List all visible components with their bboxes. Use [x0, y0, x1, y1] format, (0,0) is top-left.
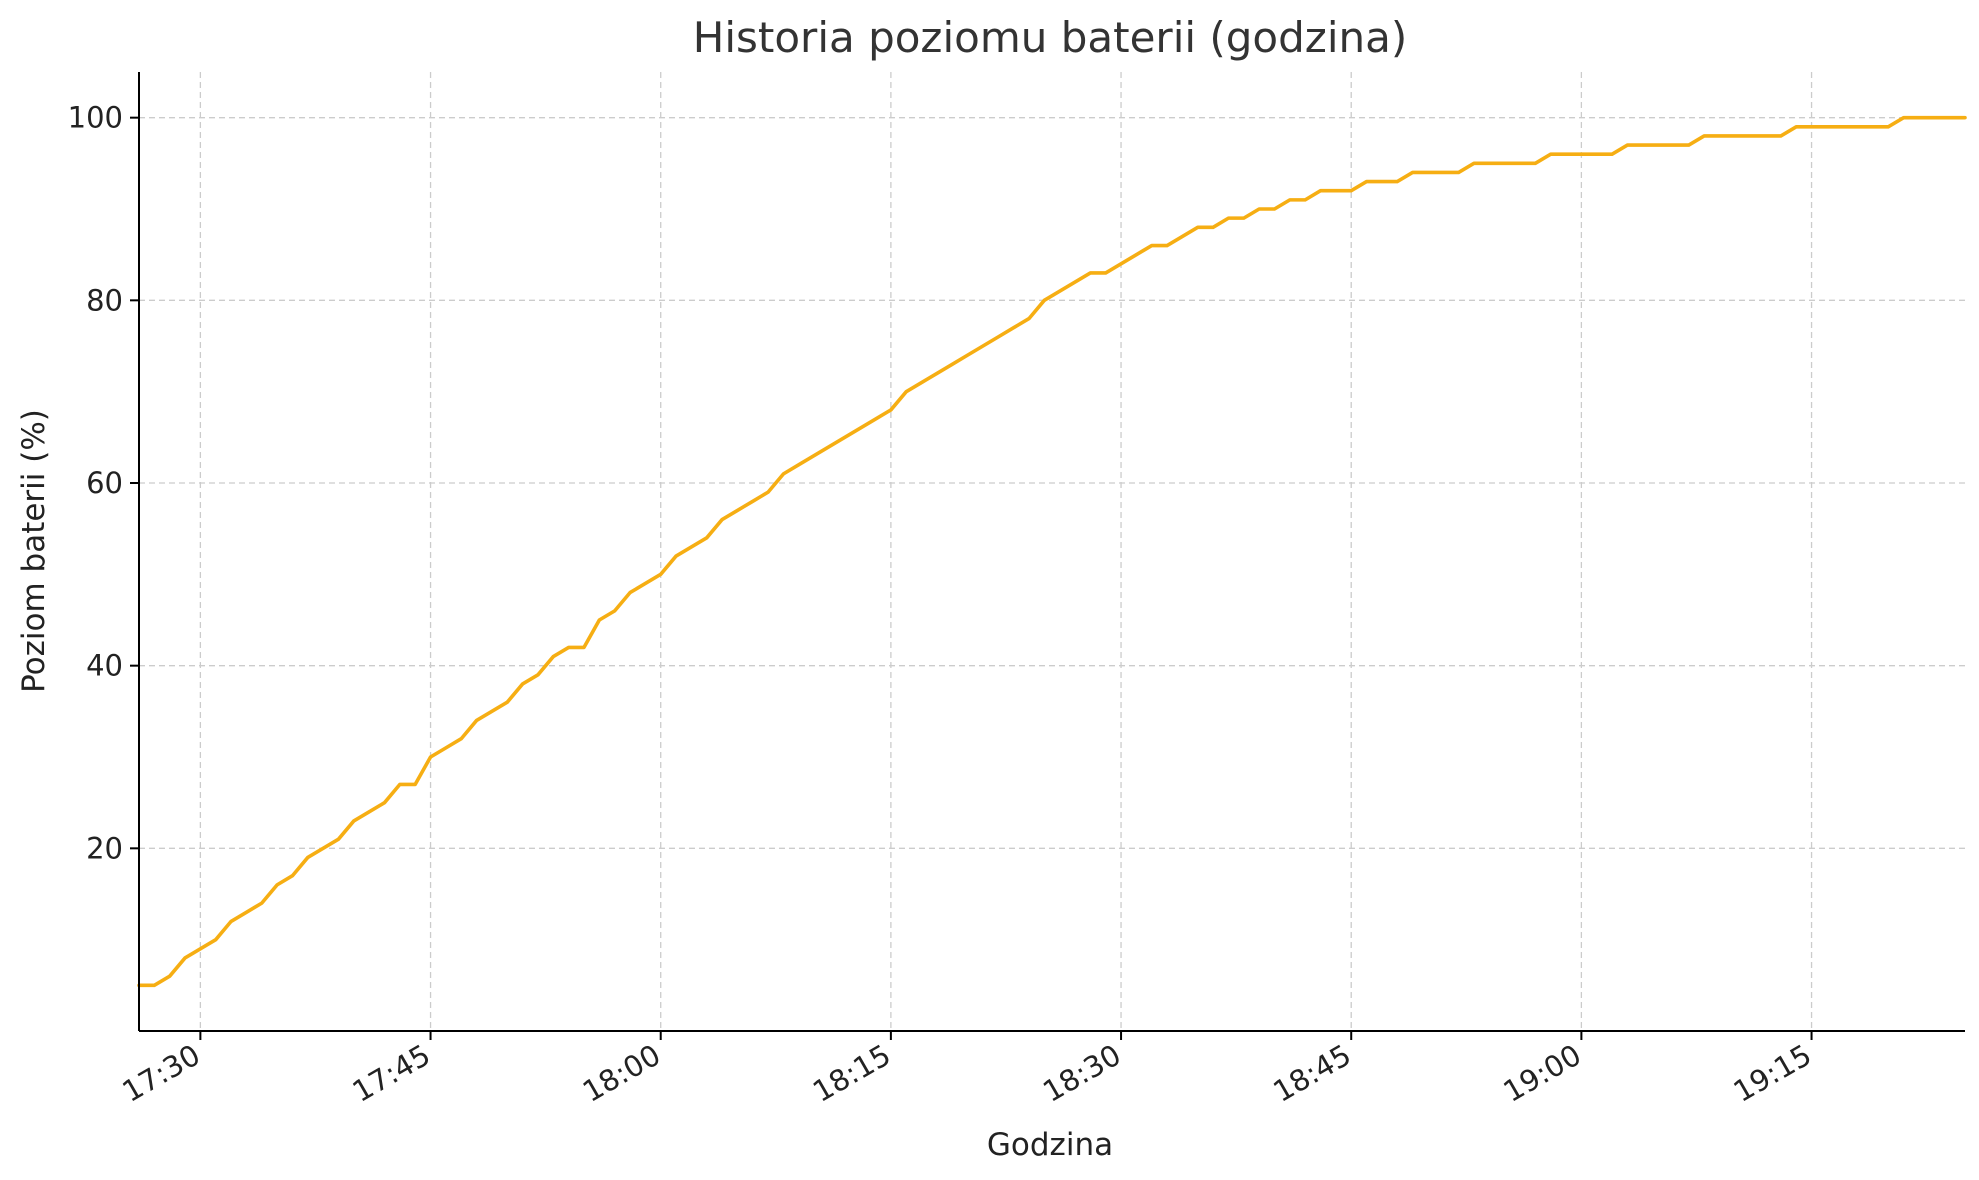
x-tick-label: 17:30	[116, 1038, 205, 1109]
x-axis-label: Godzina	[987, 1127, 1113, 1163]
x-tick-label: 18:45	[1267, 1038, 1356, 1109]
battery-level-line	[137, 115, 1967, 988]
y-tick-label: 60	[86, 466, 123, 500]
y-axis-ticks: 20 40 60 80 100	[68, 101, 139, 865]
axes	[138, 72, 1965, 1032]
series-layer	[137, 115, 1967, 988]
x-axis-ticks: 17:30 17:45 18:00 18:15 18:30 18:45 19:00 19:15	[116, 1031, 1817, 1109]
x-tick-label: 17:45	[347, 1038, 436, 1109]
grid-lines	[139, 72, 1965, 1031]
y-tick-label: 20	[86, 831, 123, 865]
x-tick-label: 19:00	[1498, 1038, 1587, 1109]
x-tick-label: 18:15	[807, 1038, 896, 1109]
y-tick-label: 80	[86, 283, 123, 317]
x-tick-label: 19:15	[1728, 1038, 1817, 1109]
y-axis-label: Poziom baterii (%)	[16, 409, 52, 693]
chart-title: Historia poziomu baterii (godzina)	[693, 13, 1408, 62]
x-tick-label: 18:00	[577, 1038, 666, 1109]
y-tick-label: 40	[86, 649, 123, 683]
x-tick-label: 18:30	[1037, 1038, 1126, 1109]
y-tick-label: 100	[68, 101, 123, 135]
